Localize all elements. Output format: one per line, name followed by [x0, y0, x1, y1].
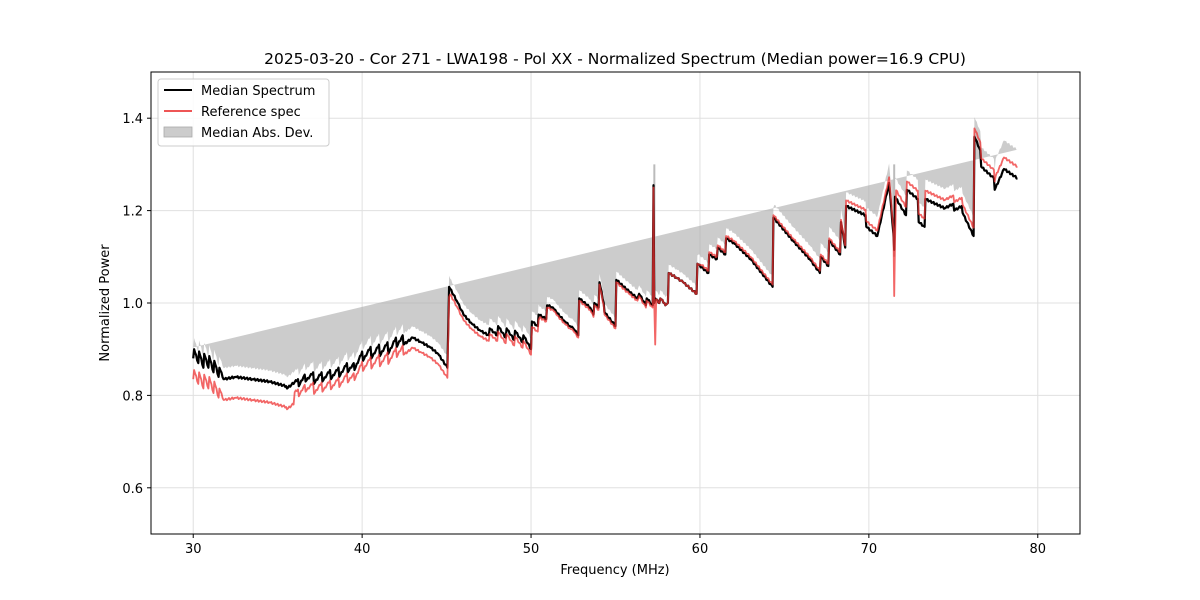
- chart-title: 2025-03-20 - Cor 271 - LWA198 - Pol XX -…: [264, 50, 966, 68]
- y-tick-label: 0.6: [122, 482, 143, 497]
- x-axis: 30 40 50 60 70 80: [185, 534, 1046, 557]
- legend-reference-label: Reference spec: [201, 105, 301, 120]
- x-axis-label: Frequency (MHz): [560, 563, 669, 578]
- legend-frame: [157, 78, 330, 147]
- plot-area: [192, 117, 1018, 411]
- legend-median-label: Median Spectrum: [201, 84, 315, 99]
- legend-mad-swatch: [163, 126, 193, 138]
- y-tick-label: 1.2: [122, 205, 143, 220]
- x-tick-label: 70: [861, 542, 878, 557]
- reference-spec-line: [192, 127, 1018, 411]
- x-tick-label: 40: [354, 542, 371, 557]
- legend: Median Spectrum Reference spec Median Ab…: [157, 78, 330, 147]
- mad-band: [193, 117, 1018, 378]
- y-tick-label: 1.0: [122, 297, 143, 312]
- legend-mad-label: Median Abs. Dev.: [201, 126, 313, 141]
- x-tick-label: 30: [185, 542, 202, 557]
- y-tick-label: 1.4: [122, 112, 143, 127]
- x-tick-label: 80: [1029, 542, 1046, 557]
- y-axis-label: Normalized Power: [98, 244, 113, 362]
- x-tick-label: 50: [523, 542, 540, 557]
- x-tick-label: 60: [692, 542, 709, 557]
- y-tick-label: 0.8: [122, 389, 143, 404]
- y-axis: 0.6 0.8 1.0 1.2 1.4: [122, 112, 151, 497]
